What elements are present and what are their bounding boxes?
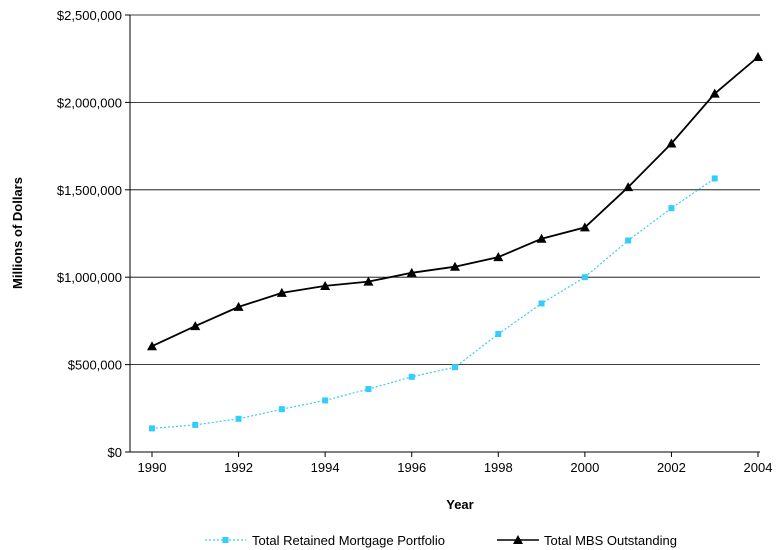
legend-item-retained-portfolio: Total Retained Mortgage Portfolio — [205, 533, 445, 548]
legend-swatch-mbs-marker — [513, 535, 523, 544]
data-point-total-retained-mortgage-portfolio — [452, 364, 458, 371]
x-tick-label: 1994 — [311, 460, 340, 475]
gridlines — [130, 14, 760, 366]
series-line-total-retained-mortgage-portfolio — [151, 177, 716, 429]
legend-item-mbs-outstanding: Total MBS Outstanding — [497, 533, 677, 548]
legend: Total Retained Mortgage Portfolio Total … — [205, 533, 677, 548]
x-tick-label: 1998 — [484, 460, 513, 475]
data-point-total-mbs-outstanding — [276, 287, 287, 297]
y-tick-label: $1,500,000 — [57, 183, 122, 198]
data-point-total-mbs-outstanding — [536, 233, 547, 243]
y-tick-label: $1,000,000 — [57, 270, 122, 285]
data-point-total-retained-mortgage-portfolio — [495, 331, 502, 338]
data-point-total-mbs-outstanding — [666, 138, 677, 148]
series-layer — [147, 51, 763, 432]
data-point-total-mbs-outstanding — [147, 341, 157, 351]
x-tick-label: 1990 — [138, 460, 167, 475]
x-tick-label: 1996 — [397, 460, 426, 475]
data-point-total-mbs-outstanding — [579, 222, 590, 232]
y-tick-label: $2,500,000 — [57, 8, 122, 23]
data-point-total-mbs-outstanding — [623, 182, 634, 192]
data-point-total-mbs-outstanding — [709, 88, 720, 98]
y-tick-label: $500,000 — [68, 358, 122, 373]
y-axis-title: Millions of Dollars — [10, 177, 25, 289]
data-point-total-mbs-outstanding — [493, 252, 504, 262]
data-point-total-retained-mortgage-portfolio — [149, 425, 155, 432]
x-tick-label: 2000 — [570, 460, 599, 475]
x-tick-label: 2002 — [657, 460, 686, 475]
axes — [125, 14, 760, 457]
data-point-total-retained-mortgage-portfolio — [711, 175, 718, 182]
data-point-total-mbs-outstanding — [233, 301, 244, 311]
legend-swatch-retained-marker — [222, 537, 229, 543]
data-point-total-retained-mortgage-portfolio — [581, 274, 588, 281]
x-axis-title: Year — [446, 497, 473, 512]
data-point-total-mbs-outstanding — [190, 321, 201, 331]
data-point-total-retained-mortgage-portfolio — [538, 300, 545, 307]
data-point-total-mbs-outstanding — [406, 267, 417, 277]
legend-label-mbs-outstanding: Total MBS Outstanding — [544, 533, 677, 548]
x-tick-label: 1992 — [224, 460, 253, 475]
data-point-total-retained-mortgage-portfolio — [625, 237, 632, 244]
data-point-total-mbs-outstanding — [753, 51, 763, 61]
data-point-total-retained-mortgage-portfolio — [235, 415, 242, 422]
tick-labels: $0 $500,000 $1,000,000 $1,500,000 $2,000,000… — [57, 8, 773, 475]
data-point-total-retained-mortgage-portfolio — [365, 386, 372, 393]
y-tick-label: $0 — [108, 445, 122, 460]
data-point-total-retained-mortgage-portfolio — [668, 205, 675, 212]
data-point-total-mbs-outstanding — [363, 276, 374, 286]
data-point-total-mbs-outstanding — [450, 261, 460, 271]
data-point-total-retained-mortgage-portfolio — [192, 421, 199, 428]
series-line-total-mbs-outstanding — [151, 56, 759, 348]
data-point-total-retained-mortgage-portfolio — [278, 406, 285, 413]
data-point-total-mbs-outstanding — [320, 280, 331, 290]
data-point-total-retained-mortgage-portfolio — [322, 397, 329, 404]
legend-label-retained-portfolio: Total Retained Mortgage Portfolio — [252, 533, 445, 548]
y-tick-label: $2,000,000 — [57, 95, 122, 110]
x-tick-label: 2004 — [744, 460, 773, 475]
data-point-total-retained-mortgage-portfolio — [408, 373, 415, 380]
